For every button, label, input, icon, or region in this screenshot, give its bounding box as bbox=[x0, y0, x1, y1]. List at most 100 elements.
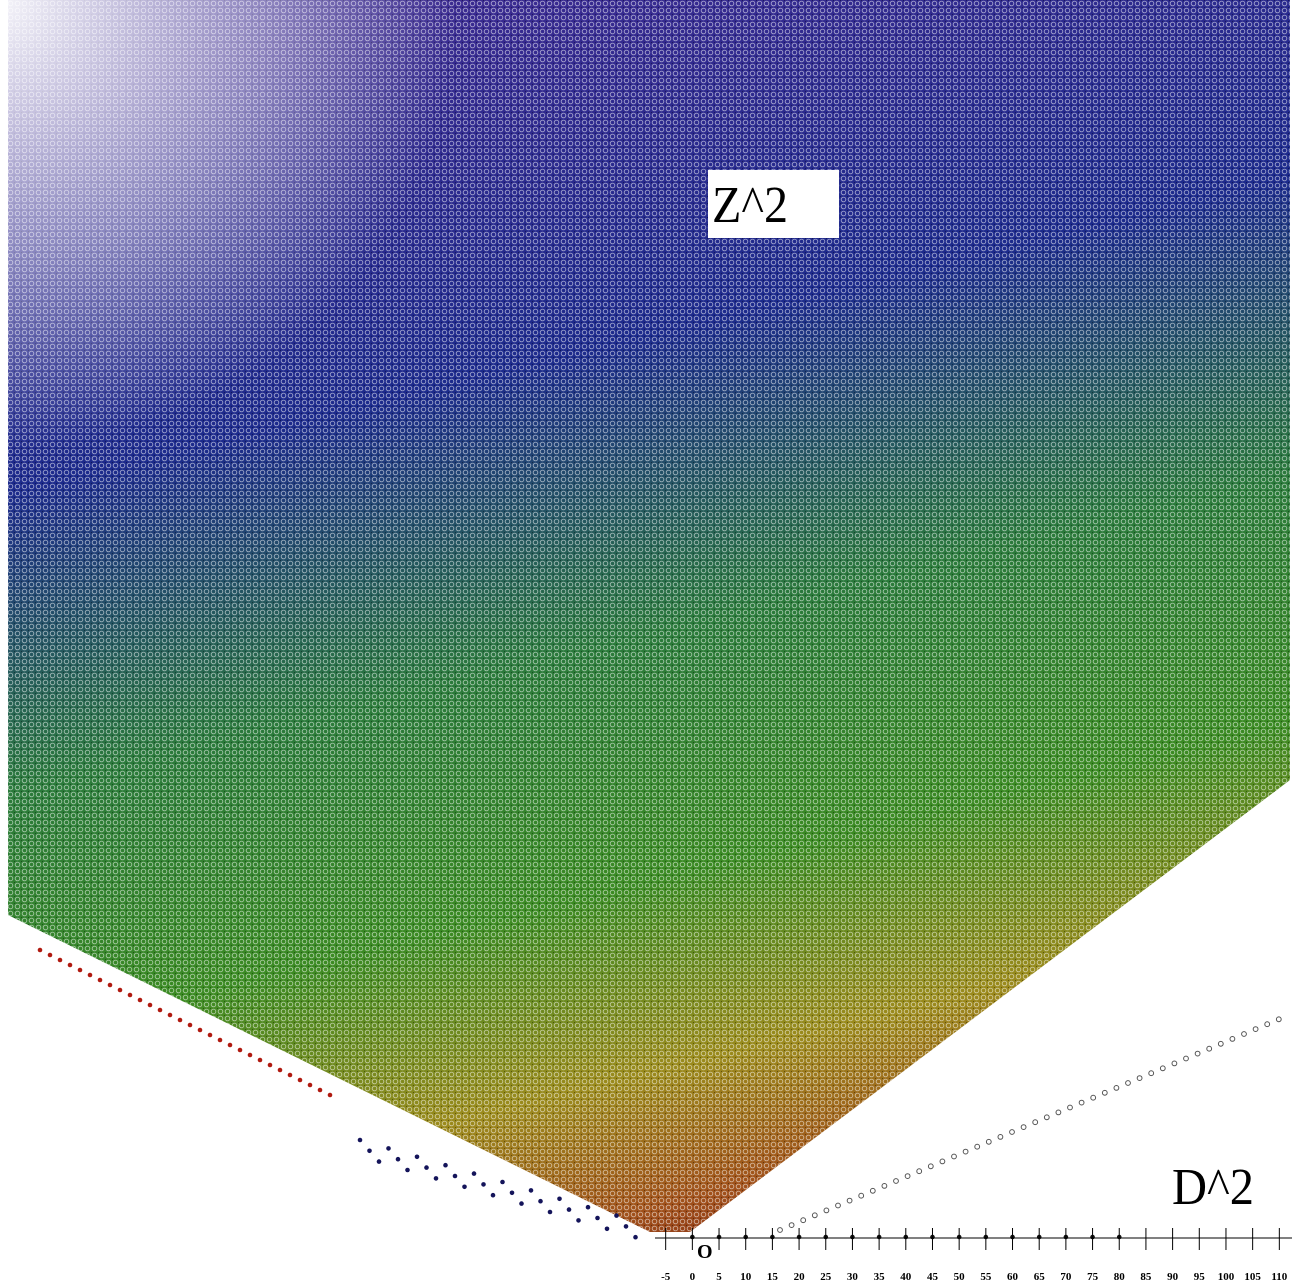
edge-dot bbox=[278, 1068, 283, 1073]
edge-dot bbox=[238, 1048, 243, 1053]
edge-dot bbox=[1149, 1071, 1154, 1076]
x-tick-label: 70 bbox=[1060, 1271, 1072, 1283]
x-tick-label: 15 bbox=[767, 1271, 779, 1283]
x-tick-label: 50 bbox=[954, 1271, 966, 1283]
edge-dot bbox=[586, 1205, 591, 1210]
x-tick-label: 110 bbox=[1271, 1271, 1287, 1283]
edge-dot bbox=[548, 1210, 553, 1215]
edge-dot bbox=[248, 1053, 253, 1058]
edge-dot bbox=[424, 1165, 429, 1170]
edge-dot bbox=[118, 988, 123, 993]
x-tick-label: 100 bbox=[1218, 1271, 1235, 1283]
edge-dot bbox=[905, 1174, 910, 1179]
edge-dot bbox=[1091, 1095, 1096, 1100]
edge-dot bbox=[847, 1198, 852, 1203]
edge-dot bbox=[963, 1149, 968, 1154]
edge-dot bbox=[1253, 1027, 1258, 1032]
edge-dot bbox=[1195, 1051, 1200, 1056]
edge-dot bbox=[836, 1203, 841, 1208]
edge-dot bbox=[986, 1139, 991, 1144]
edge-dot bbox=[1160, 1066, 1165, 1071]
edge-dot bbox=[928, 1164, 933, 1169]
edge-dot bbox=[128, 993, 133, 998]
x-tick-label: 30 bbox=[847, 1271, 859, 1283]
edge-dot bbox=[567, 1207, 572, 1212]
edge-dot bbox=[917, 1169, 922, 1174]
edge-dot bbox=[824, 1208, 829, 1213]
edge-dot bbox=[870, 1188, 875, 1193]
edge-dot bbox=[396, 1157, 401, 1162]
edge-dot bbox=[491, 1193, 496, 1198]
edge-dot bbox=[188, 1023, 193, 1028]
edge-dot bbox=[328, 1093, 333, 1098]
edge-dot bbox=[1242, 1032, 1247, 1037]
edge-dot bbox=[178, 1018, 183, 1023]
edge-dot bbox=[415, 1155, 420, 1160]
edge-dot bbox=[557, 1197, 562, 1202]
edge-dot bbox=[940, 1159, 945, 1164]
chart: Z^2 D^2 O -50510152025303540455055606570… bbox=[0, 0, 1306, 1286]
edge-dot bbox=[48, 953, 53, 958]
edge-dot bbox=[1218, 1041, 1223, 1046]
edge-dot bbox=[481, 1182, 486, 1187]
x-tick-label: 75 bbox=[1087, 1271, 1099, 1283]
edge-dot bbox=[198, 1028, 203, 1033]
x-tick-label: 10 bbox=[740, 1271, 752, 1283]
x-tick-label: 55 bbox=[980, 1271, 992, 1283]
edge-dot bbox=[1068, 1105, 1073, 1110]
edge-dot bbox=[1010, 1130, 1015, 1135]
edge-dot bbox=[1265, 1022, 1270, 1027]
dot-field bbox=[0, 0, 1306, 1286]
x-tick-label: -5 bbox=[661, 1271, 671, 1283]
origin-label: O bbox=[697, 1241, 713, 1263]
edge-dot bbox=[576, 1218, 581, 1223]
edge-dot bbox=[1044, 1115, 1049, 1120]
edge-dot bbox=[258, 1058, 263, 1063]
x-tick-label: 0 bbox=[690, 1271, 696, 1283]
edge-dot bbox=[975, 1144, 980, 1149]
edge-dot bbox=[443, 1163, 448, 1168]
edge-dot bbox=[288, 1073, 293, 1078]
edge-dot bbox=[605, 1227, 610, 1232]
edge-dot bbox=[529, 1188, 534, 1193]
x-tick-label: 80 bbox=[1114, 1271, 1126, 1283]
edge-dot bbox=[462, 1185, 467, 1190]
edge-dot bbox=[318, 1088, 323, 1093]
x-tick-label: 40 bbox=[900, 1271, 912, 1283]
edge-dot bbox=[1102, 1090, 1107, 1095]
edge-dot bbox=[168, 1013, 173, 1018]
x-tick-label: 5 bbox=[716, 1271, 722, 1283]
x-tick-label: 45 bbox=[927, 1271, 939, 1283]
edge-dot bbox=[218, 1038, 223, 1043]
x-tick-label: 20 bbox=[794, 1271, 806, 1283]
edge-dot bbox=[453, 1174, 458, 1179]
edge-dot bbox=[268, 1063, 273, 1068]
edge-dot bbox=[1033, 1120, 1038, 1125]
edge-dot bbox=[148, 1003, 153, 1008]
edge-dot bbox=[228, 1043, 233, 1048]
x-tick-label: 95 bbox=[1194, 1271, 1206, 1283]
edge-dot bbox=[1137, 1076, 1142, 1081]
edge-dot bbox=[859, 1193, 864, 1198]
edge-dot bbox=[208, 1033, 213, 1038]
edge-dot bbox=[298, 1078, 303, 1083]
edge-dot bbox=[358, 1138, 363, 1143]
x-tick-label: 90 bbox=[1167, 1271, 1179, 1283]
edge-dot bbox=[308, 1083, 313, 1088]
edge-dot bbox=[98, 978, 103, 983]
edge-dot bbox=[68, 963, 73, 968]
surface-label: Z^2 bbox=[712, 177, 788, 234]
edge-dot bbox=[633, 1235, 638, 1240]
edge-dot bbox=[386, 1146, 391, 1151]
edge-dot bbox=[519, 1201, 524, 1206]
edge-dot bbox=[1207, 1046, 1212, 1051]
edge-dot bbox=[998, 1135, 1003, 1140]
x-tick-label: 65 bbox=[1034, 1271, 1046, 1283]
edge-dot bbox=[778, 1228, 783, 1233]
edge-dot bbox=[38, 948, 43, 953]
base-label: D^2 bbox=[1172, 1159, 1254, 1216]
x-tick-label: 85 bbox=[1140, 1271, 1152, 1283]
edge-dot bbox=[894, 1179, 899, 1184]
edge-dot bbox=[882, 1184, 887, 1189]
edge-dot bbox=[377, 1159, 382, 1164]
